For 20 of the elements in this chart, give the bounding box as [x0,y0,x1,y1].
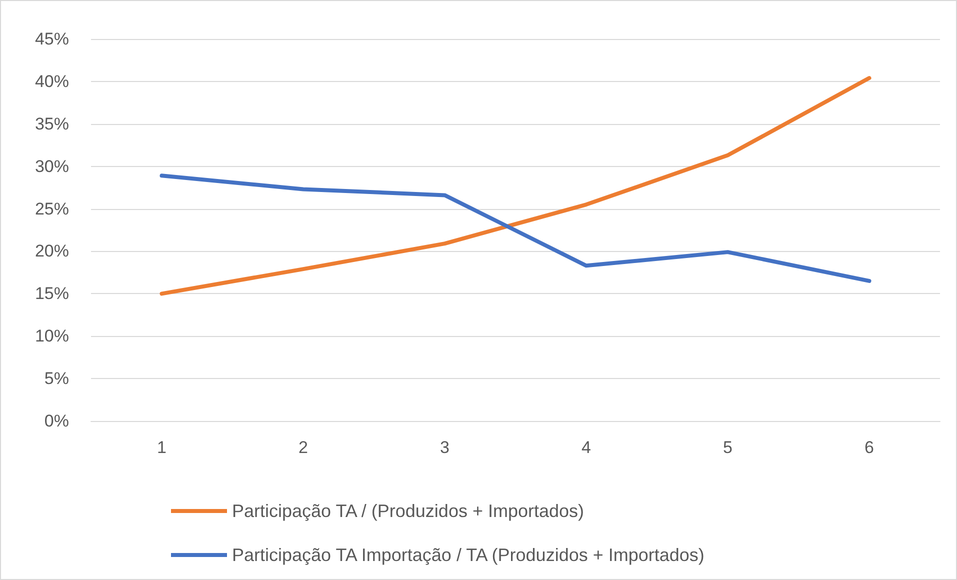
x-tick-label: 5 [723,438,732,457]
y-tick-label: 25% [34,199,69,218]
y-tick-label: 10% [34,326,69,346]
line-series [160,174,872,283]
x-tick-label: 3 [440,438,450,457]
y-tick-label: 45% [34,30,69,48]
y-tick-label: 40% [34,72,69,91]
x-tick-label: 4 [582,438,591,457]
y-tick-label: 15% [34,284,69,304]
legend-label: Participação TA Importação / TA (Produzidos + Importados) [232,545,704,565]
y-tick-label: 30% [34,156,69,176]
y-tick-label: 0% [44,412,69,430]
x-tick-label: 2 [298,438,308,457]
y-tick-label: 5% [44,369,69,388]
y-tick-label: 35% [34,114,69,134]
x-tick-label: 1 [157,438,166,457]
x-tick-label: 6 [864,438,874,457]
y-tick-label: 20% [34,242,69,261]
line-series [160,76,872,296]
legend-label: Participação TA / (Produzidos + Importados) [232,501,584,521]
